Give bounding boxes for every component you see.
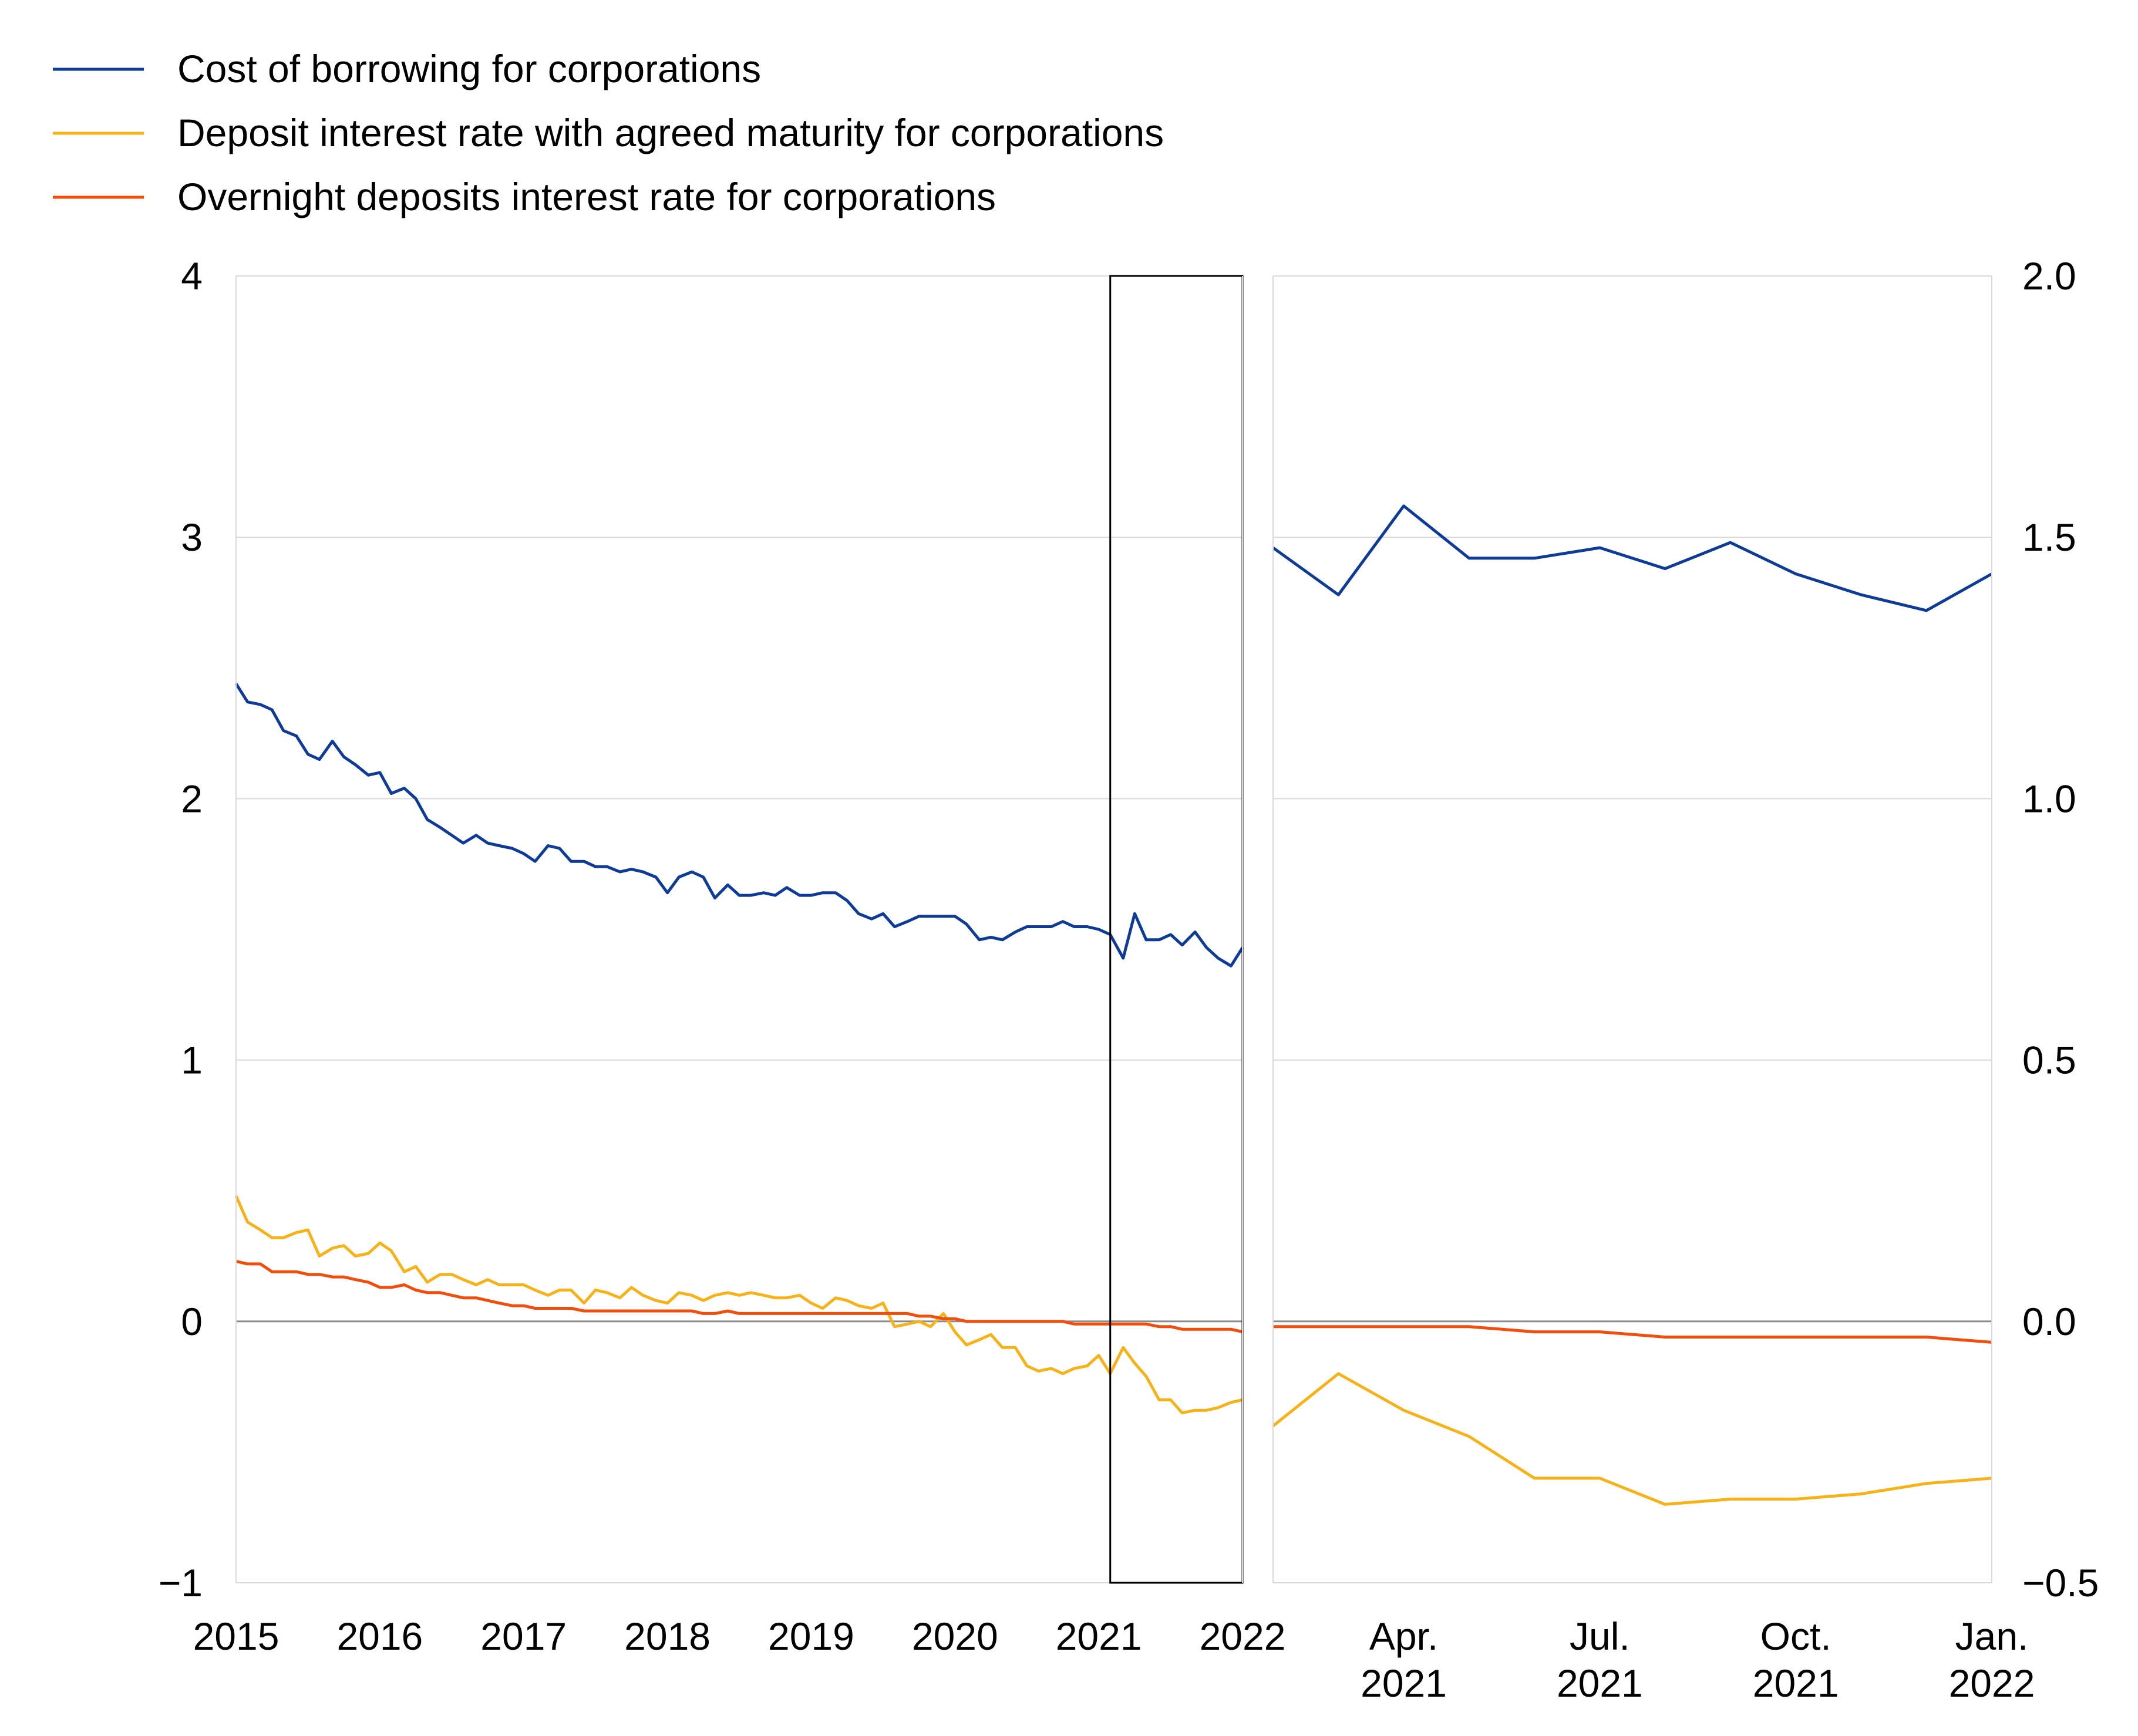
- left-x-tick-label: 2020: [912, 1614, 998, 1658]
- legend-label-deposit_agreed: Deposit interest rate with agreed maturi…: [177, 111, 1164, 154]
- left-panel-axes: −1 0 1 2 3 4 2015 2016 2017 2018 2019 2020 2021 2022: [159, 254, 1286, 1658]
- right-x-tick-label-year: 2021: [1361, 1661, 1447, 1705]
- right-x-tick-label-year: 2022: [1949, 1661, 2035, 1705]
- right-y-tick-label: −0.5: [2022, 1561, 2099, 1604]
- right-y-tick-label: 0.5: [2022, 1039, 2076, 1082]
- right-x-tick-label-year: 2021: [1557, 1661, 1643, 1705]
- right-x-tick-label-month: Jul.: [1570, 1614, 1630, 1658]
- left-y-tick-label: 3: [181, 515, 203, 559]
- right-series-line-overnight: [1273, 1325, 1992, 1344]
- legend: Cost of borrowing for corporations Deposi…: [53, 47, 1164, 218]
- right-y-tick-label: 1.5: [2022, 515, 2076, 559]
- right-x-tick-label-month: Oct.: [1760, 1614, 1831, 1658]
- left-y-tick-label: 2: [181, 777, 203, 820]
- left-x-tick-label: 2021: [1056, 1614, 1142, 1658]
- left-x-tick-label: 2017: [480, 1614, 567, 1658]
- left-x-tick-label: 2016: [336, 1614, 423, 1658]
- left-y-tick-label: 0: [181, 1300, 203, 1343]
- left-y-tick-label: 1: [181, 1039, 203, 1082]
- left-series-line-borrowing: [234, 683, 1244, 968]
- right-y-tick-label: 1.0: [2022, 777, 2076, 820]
- right-series-line-borrowing: [1272, 504, 1993, 612]
- right-panel-axes: −0.50.00.51.01.52.0Apr.2021Jul.2021Oct.2…: [1272, 254, 2099, 1705]
- left-series-line-deposit_agreed: [234, 1195, 1243, 1415]
- right-y-tick-label: 0.0: [2022, 1300, 2076, 1343]
- left-y-tick-label: −1: [159, 1561, 203, 1604]
- left-x-tick-label: 2018: [624, 1614, 711, 1658]
- left-y-tick-label: 4: [181, 254, 203, 298]
- left-x-tick-label: 2022: [1200, 1614, 1286, 1658]
- right-x-tick-label-month: Apr.: [1369, 1614, 1438, 1658]
- right-series-line-deposit_agreed: [1272, 1372, 1992, 1506]
- left-panel-series: [234, 683, 1244, 1415]
- left-x-tick-label: 2019: [768, 1614, 854, 1658]
- right-x-tick-label-month: Jan.: [1955, 1614, 2029, 1658]
- right-x-tick-label-year: 2021: [1753, 1661, 1839, 1705]
- right-y-tick-label: 2.0: [2022, 254, 2076, 298]
- right-panel-gridlines: [1273, 275, 1992, 1583]
- legend-label-borrowing: Cost of borrowing for corporations: [177, 47, 761, 90]
- left-series-line-overnight: [235, 1259, 1243, 1334]
- left-panel-gridlines: [236, 275, 1243, 1583]
- left-x-tick-label: 2015: [193, 1614, 280, 1658]
- right-panel-series: [1272, 504, 1993, 1506]
- legend-label-overnight: Overnight deposits interest rate for cor…: [177, 175, 996, 218]
